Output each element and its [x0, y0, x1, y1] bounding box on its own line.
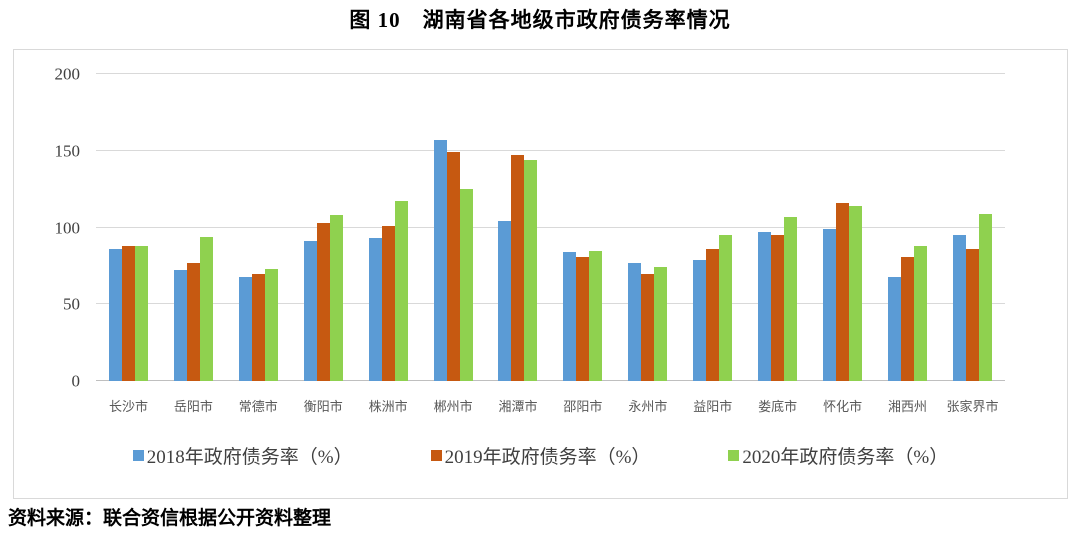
bar-group — [486, 74, 551, 381]
bar-group — [550, 74, 615, 381]
x-tick-label: 衡阳市 — [303, 399, 343, 414]
bar — [771, 235, 785, 381]
legend: 2018年政府债务率（%） 2019年政府债务率（%） 2020年政府债务率（%） — [14, 442, 1067, 469]
bar — [836, 202, 850, 381]
x-tick-label: 邵阳市 — [563, 399, 603, 414]
bar — [173, 270, 187, 381]
plot-area — [96, 73, 1005, 381]
y-tick-label: 150 — [54, 141, 81, 161]
x-axis: 长沙市 岳阳市 常德市 衡阳市 株洲市 郴州市 湘潭市 邵阳市 永州市 益阳市 娄底市 怀化市 湘西州 张… — [96, 396, 1005, 415]
x-tick-label: 怀化市 — [823, 399, 863, 414]
x-tick-label: 常德市 — [238, 399, 278, 414]
bar — [914, 245, 928, 381]
bar — [459, 189, 473, 381]
bar — [719, 235, 733, 381]
x-tick-label: 张家界市 — [946, 399, 999, 414]
bar-group — [356, 74, 421, 381]
x-tick-label: 郴州市 — [433, 399, 473, 414]
bar-group — [421, 74, 486, 381]
bar — [576, 256, 590, 381]
legend-swatch — [430, 450, 442, 461]
bar — [108, 249, 122, 381]
x-axis-line — [96, 380, 1005, 381]
x-tick-label: 娄底市 — [758, 399, 798, 414]
y-tick-label: 0 — [71, 371, 81, 391]
bar — [446, 152, 460, 381]
chart-area: 0 50 100 150 200 长沙市 岳阳市 常德市 衡阳市 株洲市 郴州市 湘潭市 邵阳市 永州市… — [13, 49, 1068, 499]
bar — [394, 201, 408, 381]
gridline — [96, 226, 1005, 228]
bar — [978, 213, 992, 381]
legend-swatch — [132, 450, 144, 461]
legend-label: 2018年政府债务率（%） — [146, 447, 353, 468]
bar — [965, 249, 979, 381]
bar — [849, 206, 863, 381]
bar — [706, 249, 720, 381]
y-tick-label: 200 — [54, 64, 81, 84]
legend-label: 2020年政府债务率（%） — [742, 447, 949, 468]
bar — [823, 229, 837, 381]
bar — [654, 267, 668, 381]
bar — [186, 262, 200, 381]
bar — [329, 215, 343, 381]
legend-item: 2020年政府债务率（%） — [728, 442, 948, 469]
legend-item: 2018年政府债务率（%） — [132, 442, 353, 469]
y-axis: 0 50 100 150 200 — [14, 66, 81, 390]
source-note: 资料来源：联合资信根据公开资料整理 — [8, 508, 332, 529]
bar — [316, 222, 330, 381]
bar — [251, 273, 265, 381]
bar — [628, 262, 642, 381]
bar-group — [226, 74, 291, 381]
bar — [498, 221, 512, 381]
bar-group — [161, 74, 226, 381]
bar — [563, 252, 577, 381]
x-tick-label: 株洲市 — [368, 399, 408, 414]
bar-group — [615, 74, 680, 381]
bar-group — [291, 74, 356, 381]
bar — [368, 238, 382, 381]
bar-group — [680, 74, 745, 381]
legend-swatch — [728, 450, 740, 461]
bar — [199, 236, 213, 381]
x-tick-label: 岳阳市 — [173, 399, 213, 414]
bar-group — [745, 74, 810, 381]
bar — [888, 276, 902, 381]
chart-title: 图 10 湖南省各地级市政府债务率情况 — [349, 8, 731, 32]
legend-item: 2019年政府债务率（%） — [430, 442, 651, 469]
gridline — [96, 303, 1005, 305]
legend-label: 2019年政府债务率（%） — [444, 447, 651, 468]
bar-group — [875, 74, 940, 381]
bar — [784, 216, 798, 381]
bar-group — [96, 74, 161, 381]
bar — [641, 273, 655, 381]
gridline — [96, 73, 1005, 74]
bar-group — [940, 74, 1005, 381]
bar — [693, 259, 707, 381]
gridline — [96, 149, 1005, 151]
bar — [264, 268, 278, 381]
bar-group — [810, 74, 875, 381]
x-tick-label: 长沙市 — [108, 399, 148, 414]
bar — [381, 225, 395, 381]
bar — [303, 241, 317, 381]
y-tick-label: 50 — [63, 294, 80, 314]
bar — [758, 232, 772, 381]
bar — [121, 245, 135, 381]
x-tick-label: 益阳市 — [693, 399, 733, 414]
bar — [952, 235, 966, 381]
x-tick-label: 湘西州 — [888, 399, 928, 414]
bar — [134, 245, 148, 381]
bar — [511, 155, 525, 381]
bar — [524, 159, 538, 381]
x-tick-label: 永州市 — [628, 399, 668, 414]
y-tick-label: 100 — [54, 218, 81, 237]
bars — [96, 74, 1005, 381]
bar — [589, 250, 603, 381]
bar — [238, 276, 252, 381]
bar — [901, 256, 915, 381]
bar — [433, 140, 447, 381]
x-tick-label: 湘潭市 — [498, 399, 538, 414]
